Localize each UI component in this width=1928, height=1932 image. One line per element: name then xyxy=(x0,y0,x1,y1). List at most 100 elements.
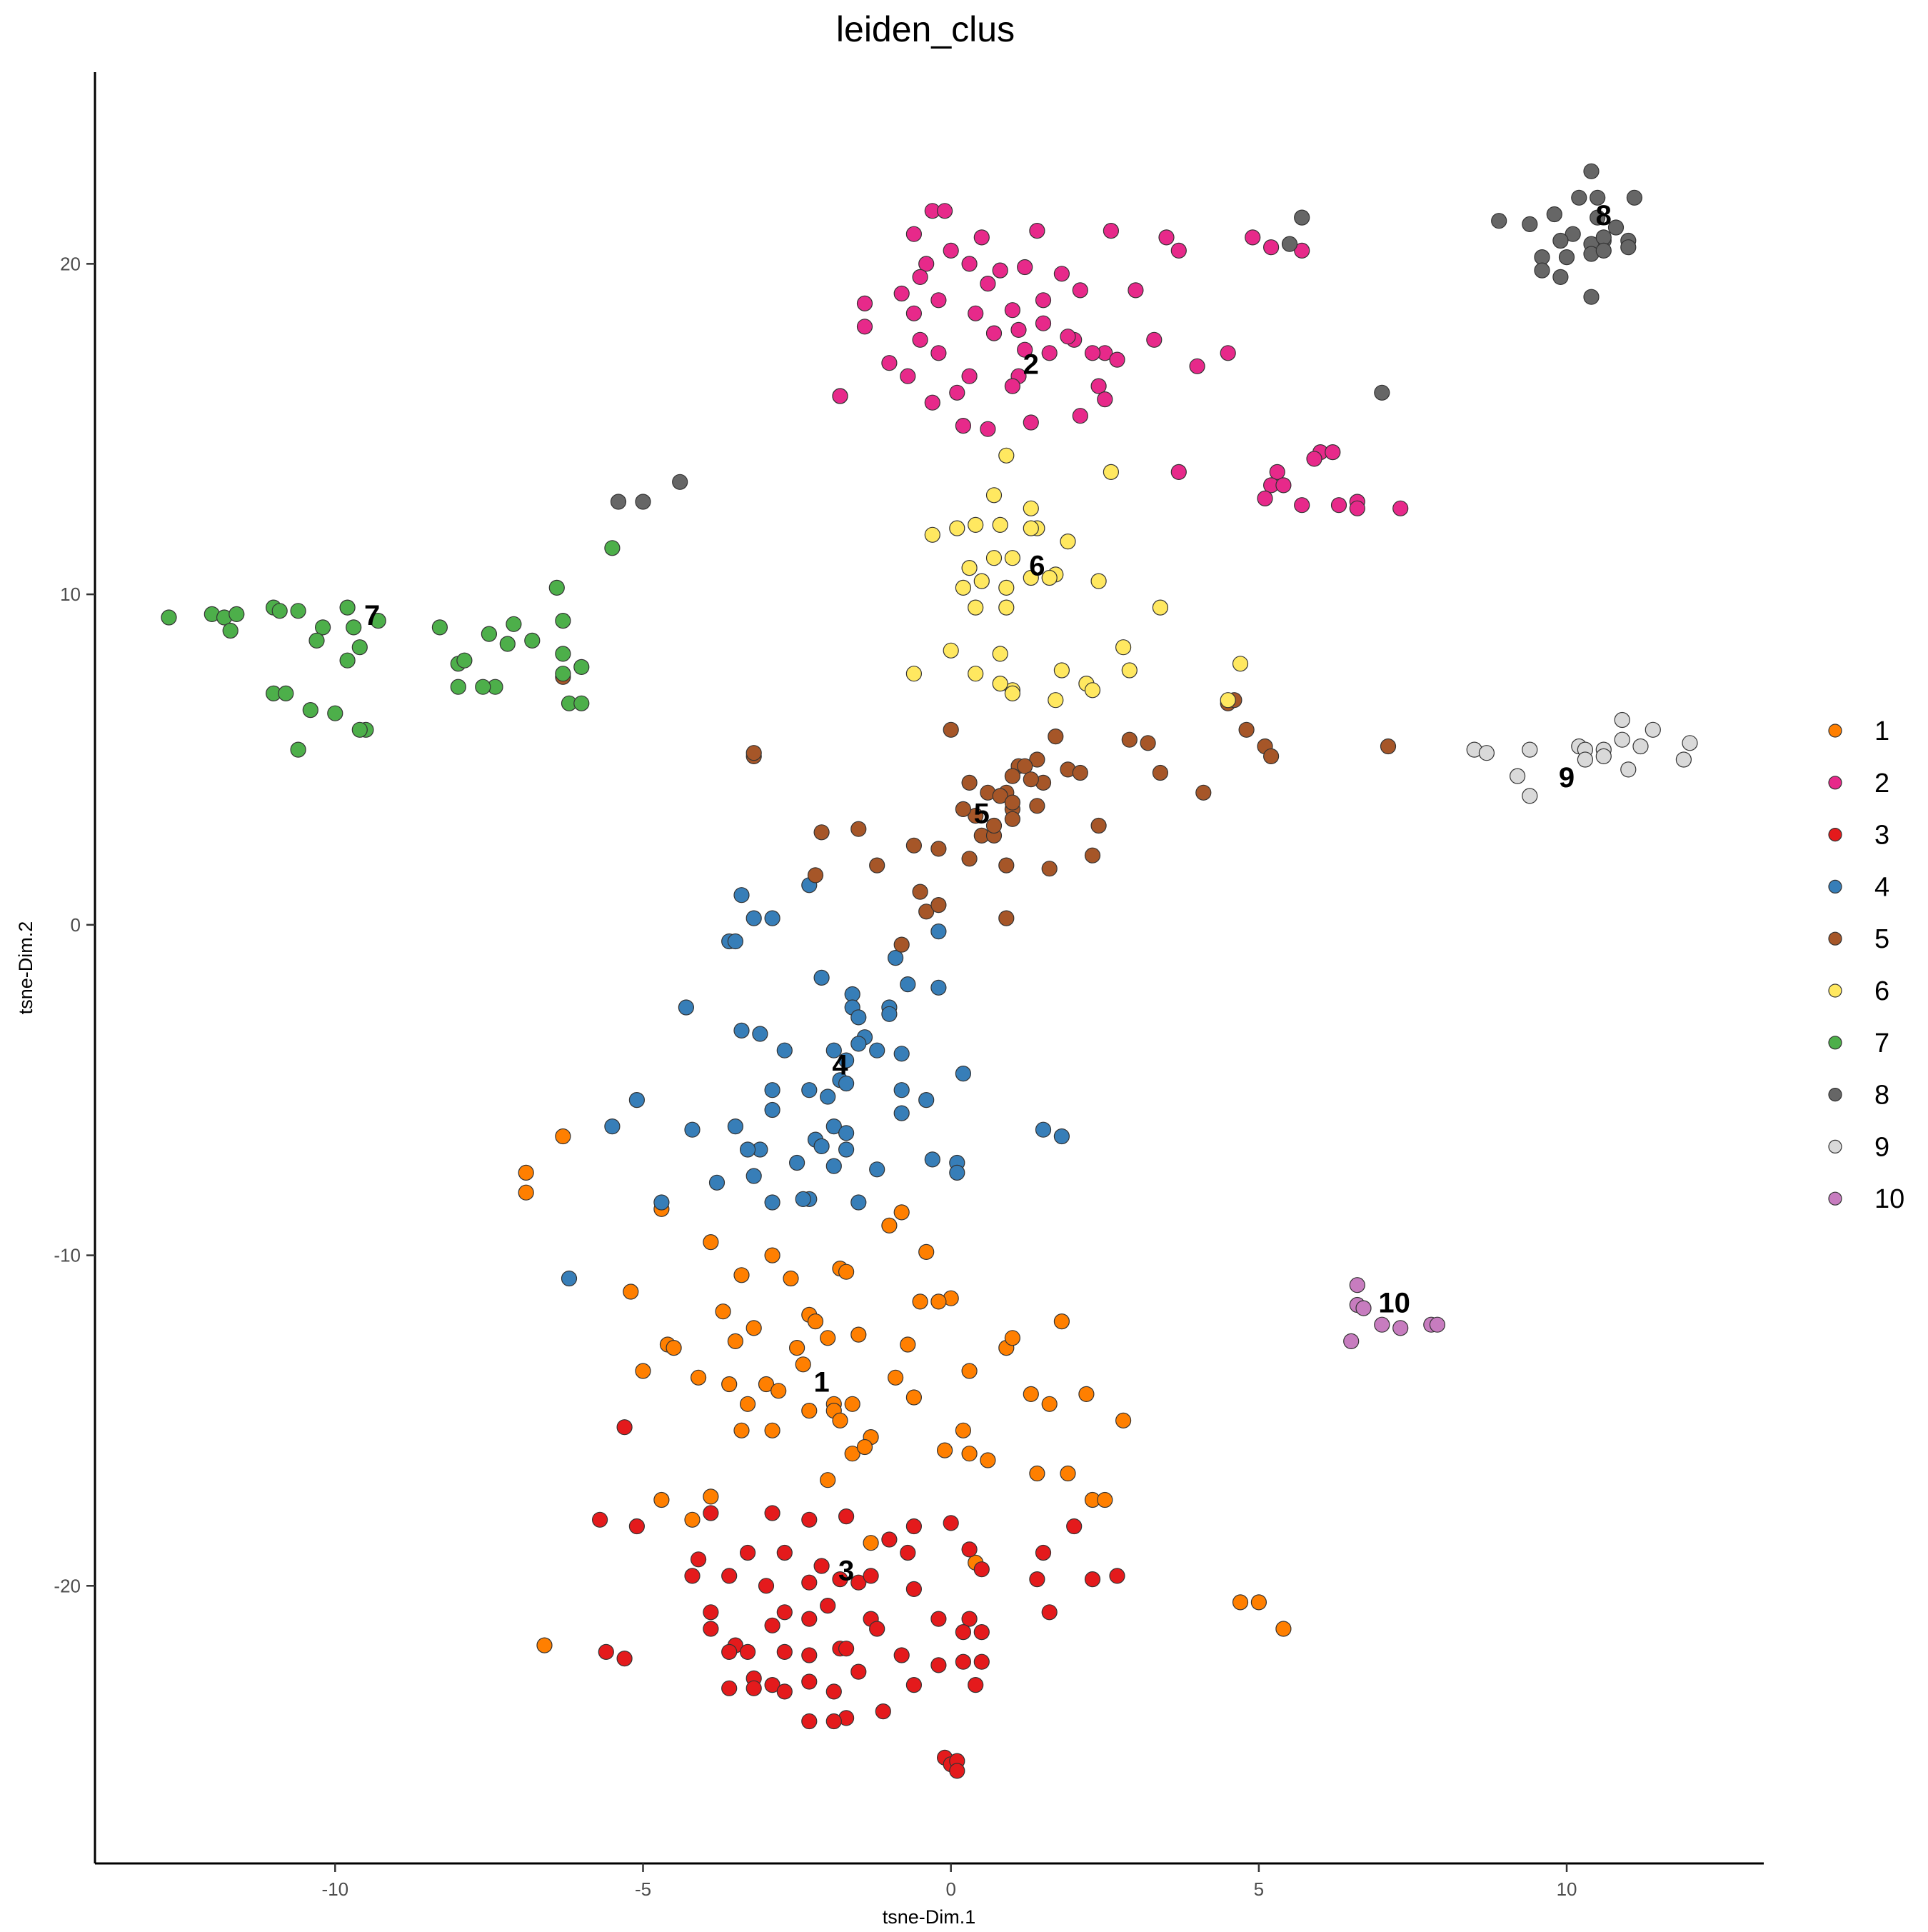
point-cluster-3 xyxy=(721,1643,738,1660)
point-cluster-2 xyxy=(1294,497,1310,514)
point-cluster-4 xyxy=(887,949,904,966)
x-tick-label: 10 xyxy=(1557,1878,1577,1900)
point-cluster-1 xyxy=(1250,1594,1267,1611)
point-cluster-6 xyxy=(1084,682,1101,699)
point-cluster-3 xyxy=(949,1763,965,1779)
cluster-label-2: 2 xyxy=(1023,349,1039,380)
point-cluster-4 xyxy=(764,910,780,926)
point-cluster-6 xyxy=(1232,656,1249,672)
point-cluster-2 xyxy=(949,384,965,401)
point-cluster-3 xyxy=(703,1604,719,1621)
point-cluster-4 xyxy=(850,1036,867,1052)
point-cluster-4 xyxy=(838,1052,855,1068)
point-cluster-4 xyxy=(788,1154,805,1171)
point-cluster-1 xyxy=(1053,1313,1070,1330)
point-cluster-5 xyxy=(1152,764,1169,781)
point-cluster-5 xyxy=(943,721,959,738)
point-cluster-3 xyxy=(838,1641,855,1657)
point-cluster-1 xyxy=(703,1233,719,1251)
point-cluster-2 xyxy=(900,368,916,384)
point-cluster-5 xyxy=(1004,794,1021,811)
point-cluster-6 xyxy=(998,579,1015,596)
point-cluster-9 xyxy=(1614,731,1630,748)
point-cluster-2 xyxy=(856,319,873,335)
point-cluster-8 xyxy=(1294,209,1310,226)
point-cluster-3 xyxy=(905,1581,923,1597)
x-tick-label: -5 xyxy=(635,1878,651,1900)
point-cluster-1 xyxy=(820,1330,836,1346)
point-cluster-9 xyxy=(1675,751,1692,768)
point-cluster-4 xyxy=(561,1270,578,1287)
point-cluster-1 xyxy=(733,1422,750,1438)
cluster-label-8: 8 xyxy=(1596,200,1612,231)
point-cluster-3 xyxy=(943,1515,959,1531)
point-cluster-8 xyxy=(1552,232,1569,249)
point-cluster-5 xyxy=(893,936,910,953)
point-cluster-2 xyxy=(1072,282,1088,299)
point-cluster-2 xyxy=(1262,239,1280,256)
point-cluster-1 xyxy=(733,1267,750,1283)
point-cluster-2 xyxy=(1220,345,1236,361)
point-cluster-6 xyxy=(992,646,1008,662)
point-cluster-3 xyxy=(850,1574,867,1591)
point-cluster-2 xyxy=(1004,378,1021,394)
point-cluster-1 xyxy=(690,1369,707,1386)
legend-label: 8 xyxy=(1874,1081,1889,1111)
point-cluster-4 xyxy=(869,1161,885,1178)
point-cluster-1 xyxy=(635,1363,651,1379)
point-cluster-6 xyxy=(1004,685,1021,702)
point-cluster-4 xyxy=(850,1194,867,1211)
point-cluster-3 xyxy=(801,1511,818,1528)
point-cluster-1 xyxy=(863,1535,879,1551)
point-cluster-10 xyxy=(1355,1300,1372,1316)
legend-label: 6 xyxy=(1874,976,1889,1006)
point-cluster-1 xyxy=(770,1383,787,1399)
point-cluster-2 xyxy=(1010,321,1027,338)
point-cluster-1 xyxy=(1023,1386,1039,1403)
legend-item-4: 4 xyxy=(1828,872,1889,902)
points-layer xyxy=(161,163,1698,1779)
point-cluster-4 xyxy=(739,1141,756,1158)
legend-swatch xyxy=(1828,1087,1842,1102)
point-cluster-6 xyxy=(992,675,1008,692)
point-cluster-6 xyxy=(943,642,959,659)
point-cluster-2 xyxy=(1330,497,1347,514)
point-cluster-2 xyxy=(1325,444,1341,461)
point-cluster-4 xyxy=(825,1042,842,1058)
point-cluster-7 xyxy=(481,626,498,642)
point-cluster-9 xyxy=(1510,768,1526,784)
series-9 xyxy=(1466,711,1698,804)
point-cluster-6 xyxy=(924,526,940,543)
x-tick-label: -10 xyxy=(322,1878,349,1900)
point-cluster-3 xyxy=(875,1703,891,1720)
legend-swatch xyxy=(1828,1036,1842,1050)
point-cluster-2 xyxy=(1029,223,1045,239)
point-cluster-1 xyxy=(900,1336,916,1353)
point-cluster-1 xyxy=(1078,1386,1095,1403)
point-cluster-6 xyxy=(949,520,965,536)
point-cluster-1 xyxy=(1004,1330,1021,1346)
point-cluster-5 xyxy=(1084,847,1101,864)
point-cluster-8 xyxy=(1571,189,1587,206)
point-cluster-8 xyxy=(1558,249,1575,266)
point-cluster-4 xyxy=(604,1118,621,1135)
series-10 xyxy=(1343,1277,1446,1350)
point-cluster-2 xyxy=(1245,229,1261,246)
point-cluster-6 xyxy=(1041,569,1058,586)
point-cluster-8 xyxy=(1595,242,1612,259)
point-cluster-3 xyxy=(801,1713,818,1730)
point-cluster-1 xyxy=(764,1422,780,1438)
point-cluster-3 xyxy=(905,1677,923,1693)
y-tick-label: 10 xyxy=(60,584,81,605)
point-cluster-3 xyxy=(905,1518,923,1535)
point-cluster-3 xyxy=(1029,1571,1045,1588)
point-cluster-2 xyxy=(930,345,947,361)
point-cluster-4 xyxy=(1035,1121,1052,1138)
point-cluster-5 xyxy=(985,817,1003,834)
point-cluster-5 xyxy=(992,788,1008,804)
point-cluster-3 xyxy=(838,1508,855,1525)
point-cluster-1 xyxy=(832,1412,848,1429)
point-cluster-6 xyxy=(1004,550,1021,566)
point-cluster-1 xyxy=(703,1488,719,1505)
point-cluster-8 xyxy=(1534,262,1550,279)
